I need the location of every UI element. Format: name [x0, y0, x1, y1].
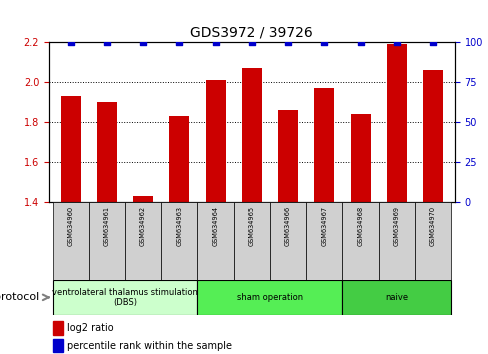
- Text: protocol: protocol: [0, 292, 39, 302]
- Bar: [53, 339, 63, 352]
- Text: GSM634969: GSM634969: [393, 206, 399, 246]
- Bar: [378, 202, 414, 280]
- Bar: [97, 102, 117, 202]
- Bar: [350, 114, 370, 202]
- Text: sham operation: sham operation: [236, 293, 303, 302]
- Bar: [61, 96, 81, 202]
- Text: GSM634963: GSM634963: [176, 206, 182, 246]
- Bar: [342, 280, 450, 315]
- Point: [139, 40, 147, 45]
- Text: GSM634970: GSM634970: [429, 206, 435, 246]
- Bar: [422, 70, 442, 202]
- Text: percentile rank within the sample: percentile rank within the sample: [67, 341, 232, 350]
- Bar: [305, 202, 342, 280]
- Point: [428, 40, 436, 45]
- Title: GDS3972 / 39726: GDS3972 / 39726: [190, 26, 313, 40]
- Text: GSM634960: GSM634960: [67, 206, 74, 246]
- Bar: [342, 202, 378, 280]
- Text: GSM634968: GSM634968: [357, 206, 363, 246]
- Point: [247, 40, 255, 45]
- Bar: [269, 202, 305, 280]
- Bar: [52, 280, 197, 315]
- Point: [175, 40, 183, 45]
- Bar: [197, 202, 233, 280]
- Bar: [314, 88, 334, 202]
- Bar: [161, 202, 197, 280]
- Bar: [89, 202, 125, 280]
- Bar: [278, 110, 297, 202]
- Bar: [414, 202, 450, 280]
- Text: GSM634961: GSM634961: [103, 206, 110, 246]
- Bar: [197, 280, 342, 315]
- Point: [284, 40, 291, 45]
- Bar: [386, 45, 406, 202]
- Point: [211, 40, 219, 45]
- Bar: [242, 68, 261, 202]
- Point: [392, 40, 400, 45]
- Bar: [125, 202, 161, 280]
- Text: naive: naive: [385, 293, 407, 302]
- Text: log2 ratio: log2 ratio: [67, 323, 114, 333]
- Bar: [233, 202, 269, 280]
- Bar: [205, 80, 225, 202]
- Text: GSM634964: GSM634964: [212, 206, 218, 246]
- Bar: [53, 321, 63, 335]
- Text: ventrolateral thalamus stimulation
(DBS): ventrolateral thalamus stimulation (DBS): [52, 288, 198, 307]
- Point: [320, 40, 327, 45]
- Text: GSM634967: GSM634967: [321, 206, 326, 246]
- Point: [356, 40, 364, 45]
- Point: [103, 40, 111, 45]
- Text: GSM634966: GSM634966: [285, 206, 290, 246]
- Text: GSM634962: GSM634962: [140, 206, 146, 246]
- Bar: [52, 202, 89, 280]
- Text: GSM634965: GSM634965: [248, 206, 254, 246]
- Bar: [169, 116, 189, 202]
- Bar: [133, 196, 153, 202]
- Point: [66, 40, 74, 45]
